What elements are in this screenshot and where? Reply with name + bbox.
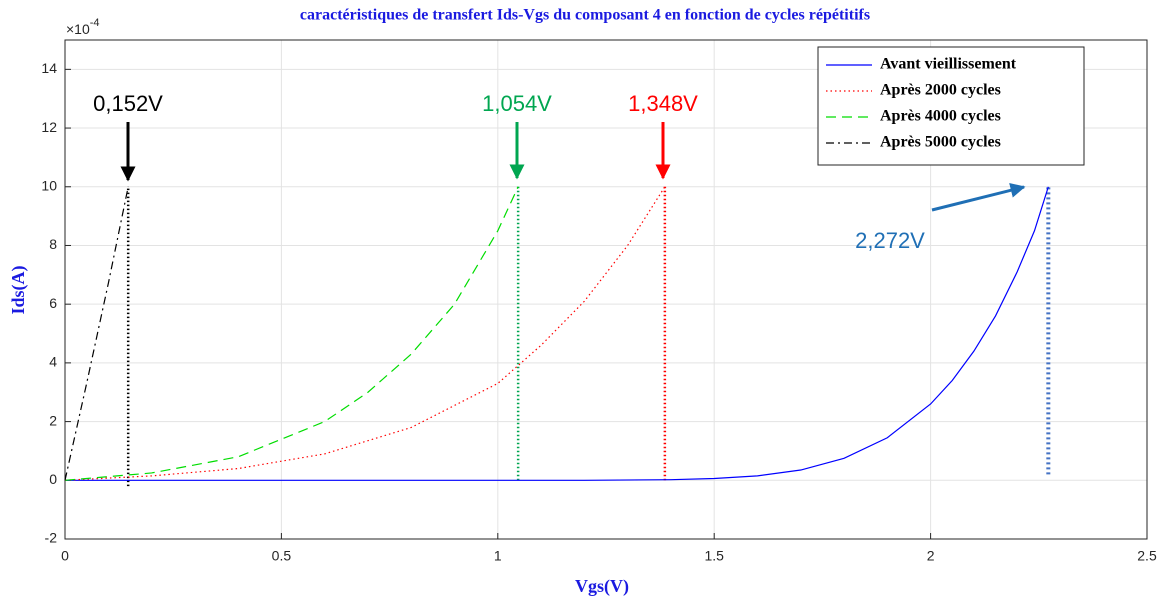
x-tick-label: 0.5 [272, 548, 292, 564]
chart-title: caractéristiques de transfert Ids-Vgs du… [300, 7, 870, 24]
series-line [64, 186, 519, 481]
legend: Avant vieillissement Après 2000 cycles Apr… [817, 46, 1085, 166]
legend-label: Après 4000 cycles [880, 108, 1001, 125]
legend-box [817, 46, 1085, 166]
y-tick-label: 6 [49, 295, 57, 311]
legend-label: Avant vieillissement [880, 56, 1017, 73]
y-multiplier: ×10-4 [66, 17, 100, 37]
x-axis-label: Vgs(V) [575, 576, 629, 597]
y-axis-label: Ids(A) [8, 265, 29, 314]
y-tick-label: 10 [41, 177, 57, 193]
y-tick-label: 8 [49, 236, 57, 252]
series-line [64, 186, 129, 481]
x-tick-label: 2 [927, 548, 935, 564]
annotation-arrow [931, 182, 1026, 212]
y-tick-label: 2 [49, 412, 57, 428]
y-multiplier-base: ×10 [66, 21, 90, 37]
series-line [65, 186, 1049, 481]
y-tick-label: 4 [49, 354, 57, 370]
x-tick-label: 0 [61, 548, 69, 564]
y-tick-label: 14 [41, 60, 57, 76]
y-tick-label: 0 [49, 471, 57, 487]
x-tick-label: 1.5 [704, 548, 724, 564]
y-tick-label: -2 [45, 530, 58, 546]
x-tick-label: 2.5 [1137, 548, 1157, 564]
legend-label: Après 5000 cycles [880, 134, 1001, 151]
series-line [64, 186, 666, 481]
annotation-label: 0,152V [93, 91, 163, 116]
x-tick-label: 1 [494, 548, 502, 564]
annotation-label: 1,054V [482, 91, 552, 116]
axes-box [64, 39, 1148, 540]
y-tick-label: 12 [41, 119, 57, 135]
legend-label: Après 2000 cycles [880, 82, 1001, 99]
annotation-label: 1,348V [628, 91, 698, 116]
annotation-label: 2,272V [855, 228, 925, 253]
y-multiplier-exponent: -4 [90, 17, 100, 29]
